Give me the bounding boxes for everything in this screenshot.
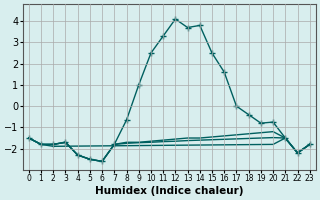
X-axis label: Humidex (Indice chaleur): Humidex (Indice chaleur) [95, 186, 244, 196]
